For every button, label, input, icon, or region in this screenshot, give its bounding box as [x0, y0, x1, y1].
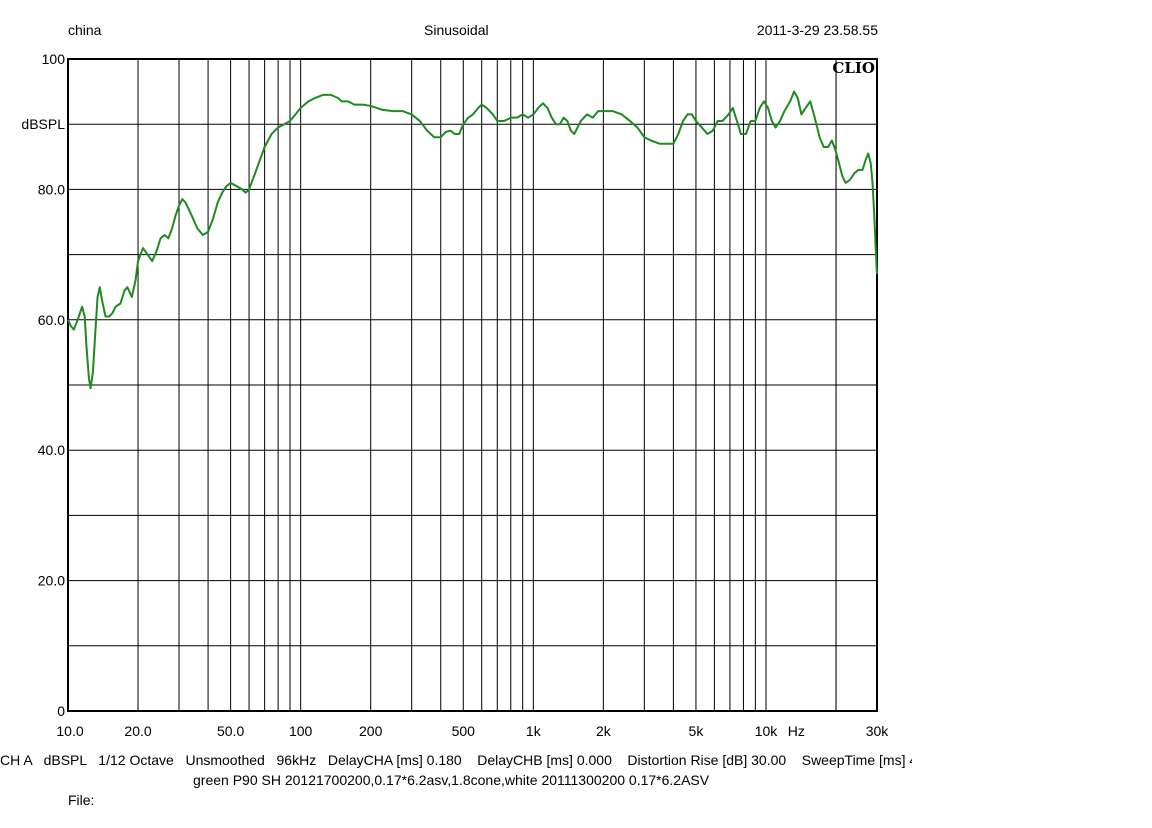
x-tick-label: 30k [866, 723, 890, 739]
chart-grid [68, 59, 877, 711]
clio-logo: CLIO [832, 59, 875, 77]
response-curve [67, 90, 878, 390]
x-tick-label: 5k [689, 723, 705, 739]
tick-labels: 10.0 20.0 50.0 100 200 500 1k 2k 5k 10k 30k Hz 0 20.0… [21, 51, 889, 739]
header-timestamp: 2011-3-29 23.58.55 [756, 22, 878, 38]
y-unit-label: dBSPL [21, 116, 65, 132]
y-tick-label: 80.0 [38, 181, 65, 197]
series-layer [67, 90, 878, 390]
status-line: CH A dBSPL 1/12 Octave Unsmoothed 96kHz … [0, 752, 912, 768]
x-tick-label: 2k [596, 723, 612, 739]
x-tick-label: 20.0 [124, 723, 151, 739]
x-tick-label: 1k [526, 723, 542, 739]
x-unit-label: Hz [788, 723, 805, 739]
x-tick-label: 100 [289, 723, 313, 739]
measurement-description: green P90 SH 20121700200,0.17*6.2asv,1.8… [193, 772, 710, 788]
file-label: File: [68, 792, 95, 808]
x-tick-label: 500 [452, 723, 476, 739]
y-tick-label: 40.0 [38, 442, 65, 458]
y-tick-label: 60.0 [38, 312, 65, 328]
header-measurement-type: Sinusoidal [424, 22, 489, 38]
plot-frame [67, 58, 878, 712]
x-tick-label: 200 [359, 723, 383, 739]
y-tick-label: 20.0 [38, 573, 65, 589]
header-left-label: china [68, 22, 102, 38]
x-tick-label: 50.0 [217, 723, 244, 739]
y-tick-label: 100 [42, 51, 66, 67]
y-tick-label: 0 [57, 703, 65, 719]
x-tick-label: 10.0 [56, 723, 83, 739]
x-tick-label: 10k [755, 723, 779, 739]
